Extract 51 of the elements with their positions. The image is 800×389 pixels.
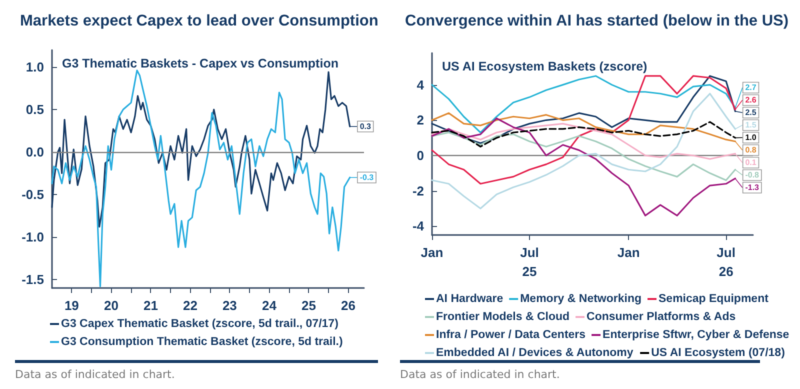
y-tick-label: -4 <box>412 218 425 234</box>
text: G3 Thematic Baskets - Capex vs Consumption <box>62 56 338 70</box>
x-tick-label: Jul 25 <box>520 245 539 279</box>
text: US AI Ecosystem Baskets (zscore) <box>442 60 648 74</box>
x-tick-label: 24 <box>262 298 278 313</box>
data-label: 1.5 <box>745 120 757 130</box>
legend-label: Enterprise Sftwr, Cyber & Defense <box>602 329 790 341</box>
data-label: 0.1 <box>745 158 757 168</box>
data-label: -1.3 <box>745 183 760 192</box>
data-label: 2.6 <box>745 96 757 105</box>
y-tick-label: 0 <box>416 148 424 163</box>
x-tick-label: Jan <box>617 245 640 260</box>
legend-label: Semicap Equipment <box>658 293 769 305</box>
text: Data as of indicated in chart. <box>15 360 378 381</box>
data-label: 2.5 <box>745 108 757 118</box>
y-tick-label: -2 <box>412 183 424 198</box>
x-tick-label: 22 <box>182 298 198 313</box>
y-tick-label: -1.5 <box>22 272 44 287</box>
x-tick-label: 25 <box>302 298 316 313</box>
y-tick-label: 0.5 <box>26 102 44 117</box>
y-tick-label: -0.5 <box>22 187 44 202</box>
legend-label: G3 Consumption Thematic Basket (zscore, 5d trail.) <box>61 336 343 348</box>
x-tick-label: 26 <box>340 298 356 313</box>
data-label: -0.3 <box>360 173 374 182</box>
chart-title: Convergence within AI has started (below in the US) <box>405 12 789 30</box>
legend-label: Memory & Networking <box>520 293 642 305</box>
legend-label: Embedded AI / Devices & Autonomy <box>436 347 634 359</box>
y-tick-label: 4 <box>416 77 425 92</box>
y-tick-label: 1.0 <box>26 60 44 74</box>
y-tick-label: 0.0 <box>26 144 44 160</box>
legend-label: Infra / Power / Data Centers <box>436 329 586 341</box>
x-tick-label: Jul 26 <box>716 245 736 279</box>
legend-label: Frontier Models & Cloud <box>436 311 570 323</box>
data-label: 0.8 <box>745 146 757 155</box>
data-label: -0.8 <box>745 170 760 180</box>
x-tick-label: 19 <box>64 298 79 313</box>
data-label: 1.0 <box>745 133 757 142</box>
text: Data as of indicated in chart. <box>400 360 760 381</box>
x-tick-label: 20 <box>104 298 118 313</box>
x-tick-label: 21 <box>144 298 158 313</box>
chart-title: Markets expect Capex to lead over Consumption <box>20 12 378 30</box>
y-tick-label: -1.0 <box>22 230 44 244</box>
legend-label: AI Hardware <box>436 293 504 305</box>
legend-label: Consumer Platforms & Ads <box>586 311 736 323</box>
legend-label: US AI Ecosystem (07/18) <box>651 347 786 359</box>
x-tick-label: Jan <box>420 245 444 260</box>
data-label: 0.3 <box>360 122 372 131</box>
data-label: 2.7 <box>745 83 757 92</box>
legend-label: G3 Capex Thematic Basket (zscore, 5d trail., 07/17) <box>61 318 339 330</box>
y-tick-label: 2 <box>416 112 424 128</box>
x-tick-label: 23 <box>222 298 237 313</box>
